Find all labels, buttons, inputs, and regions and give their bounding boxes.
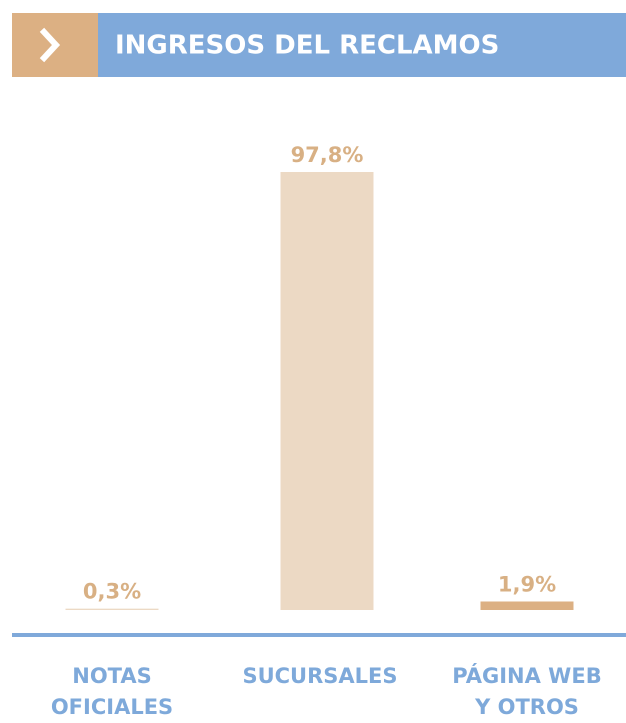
value-label: 0,3% (83, 580, 141, 604)
value-label: 97,8% (291, 143, 364, 167)
chart-title: INGRESOS DEL RECLAMOS (115, 31, 499, 61)
header-band (12, 13, 626, 77)
bar (480, 601, 574, 610)
bar (65, 608, 159, 610)
bar (280, 172, 374, 610)
category-label: SUCURSALES (242, 664, 398, 688)
category-label: NOTAS OFICIALES (50, 664, 174, 719)
category-label: PÁGINA WEB Y OTROS (452, 664, 602, 719)
chevron-icon (39, 27, 61, 63)
value-label: 1,9% (498, 572, 556, 596)
